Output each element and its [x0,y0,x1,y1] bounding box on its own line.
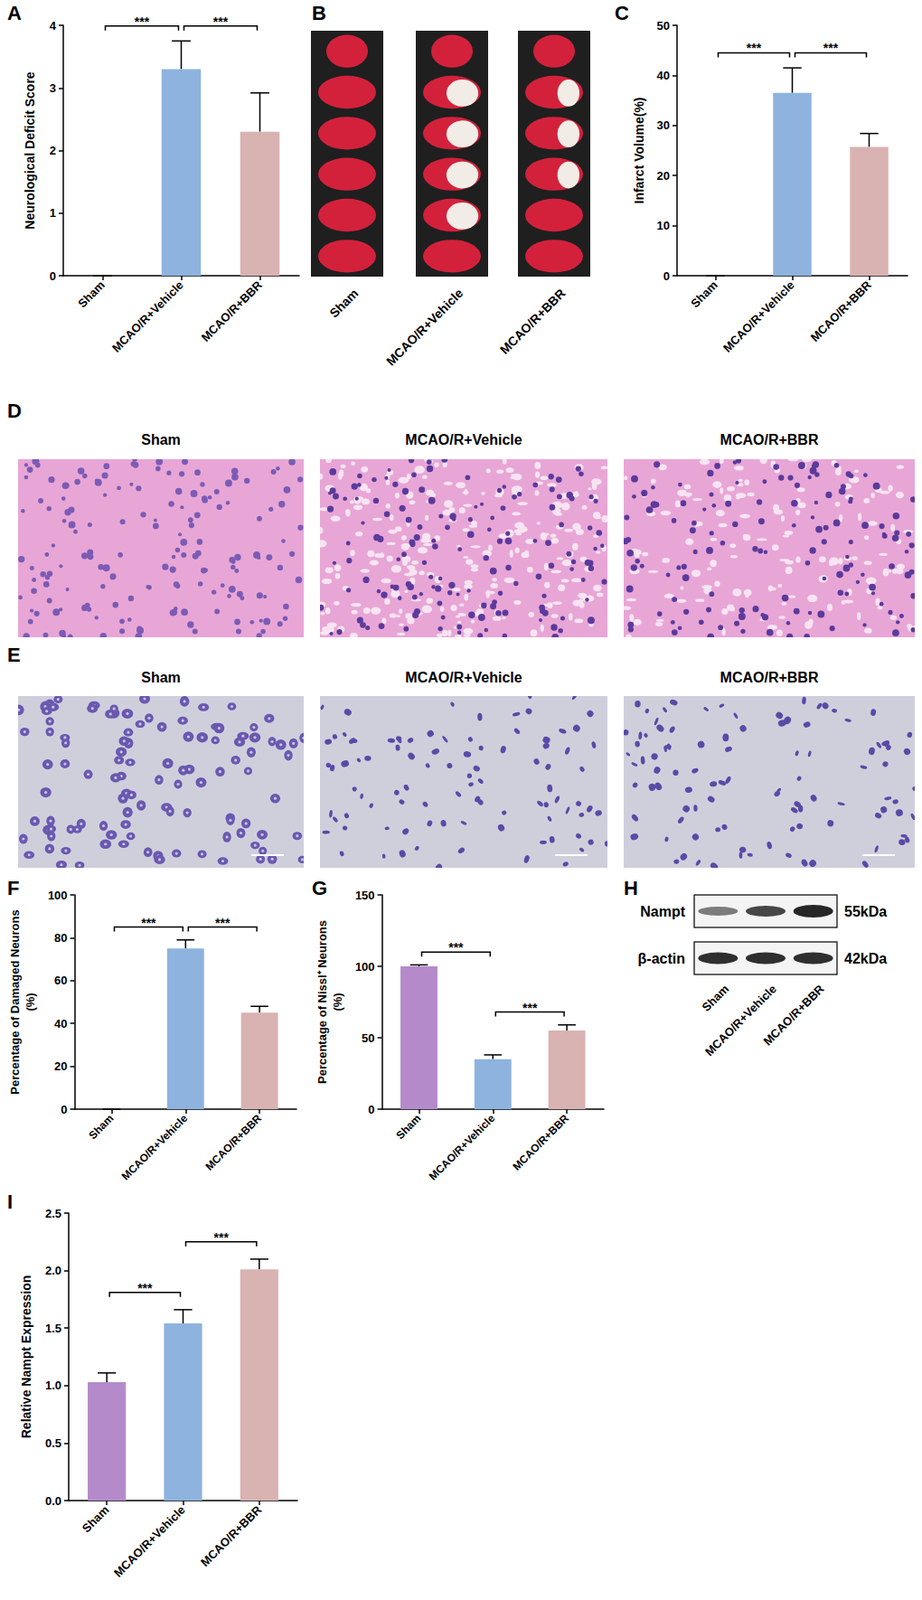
svg-text:MCAO/R+Vehicle: MCAO/R+Vehicle [702,981,780,1059]
svg-text:Infarct Volume(%): Infarct Volume(%) [631,97,647,205]
svg-text:MCAO/R+Vehicle: MCAO/R+Vehicle [426,1111,499,1184]
svg-text:0.5: 0.5 [45,1436,62,1450]
svg-text:30: 30 [657,118,670,132]
svg-text:42kDa: 42kDa [844,950,887,967]
svg-text:Neurological Deficit Score: Neurological Deficit Score [22,71,38,229]
svg-text:40: 40 [54,1016,67,1031]
svg-text:β-actin: β-actin [638,950,686,967]
svg-text:Sham: Sham [141,432,181,448]
svg-text:40: 40 [657,68,670,83]
svg-text:20: 20 [54,1059,67,1073]
svg-text:Sham: Sham [699,981,733,1015]
svg-text:Sham: Sham [687,278,721,311]
svg-text:***: *** [134,14,151,29]
svg-text:MCAO/R+Vehicle: MCAO/R+Vehicle [404,432,522,448]
svg-text:60: 60 [54,973,67,988]
svg-text:H: H [623,876,639,900]
svg-text:MCAO/R+Vehicle: MCAO/R+Vehicle [404,669,522,686]
svg-text:Percentage of Nissl⁺ Neurons: Percentage of Nissl⁺ Neurons [315,920,330,1084]
svg-text:MCAO/R+BBR: MCAO/R+BBR [808,277,875,345]
svg-text:100: 100 [355,959,376,974]
svg-text:***: *** [141,915,157,931]
svg-text:MCAO/R+BBR: MCAO/R+BBR [509,1111,572,1174]
svg-text:MCAO/R+BBR: MCAO/R+BBR [202,1111,264,1174]
svg-text:Sham: Sham [79,1503,113,1536]
svg-text:***: *** [448,940,464,955]
svg-text:D: D [7,399,22,423]
svg-text:Sham: Sham [326,285,361,320]
svg-text:80: 80 [54,931,67,945]
svg-text:2.0: 2.0 [45,1263,62,1278]
svg-text:MCAO/R+BBR: MCAO/R+BBR [197,1502,265,1570]
svg-text:MCAO/R+Vehicle: MCAO/R+Vehicle [383,285,467,369]
svg-text:1.5: 1.5 [45,1321,62,1336]
svg-text:MCAO/R+Vehicle: MCAO/R+Vehicle [720,278,798,356]
svg-text:A: A [7,1,22,25]
svg-text:G: G [311,876,328,900]
svg-text:50: 50 [657,18,670,33]
svg-text:0: 0 [663,269,670,283]
svg-text:1: 1 [49,206,57,220]
svg-text:50: 50 [361,1031,375,1045]
svg-text:MCAO/R+BBR: MCAO/R+BBR [198,277,266,345]
svg-text:MCAO/R+BBR: MCAO/R+BBR [720,432,819,448]
svg-text:***: *** [823,40,839,56]
svg-text:MCAO/R+BBR: MCAO/R+BBR [497,285,569,358]
svg-text:3: 3 [49,81,57,95]
svg-text:Nampt: Nampt [639,903,686,920]
svg-text:2.5: 2.5 [45,1206,62,1221]
svg-text:0.0: 0.0 [45,1494,62,1508]
svg-text:Sham: Sham [393,1111,424,1142]
svg-text:MCAO/R+Vehicle: MCAO/R+Vehicle [109,278,187,356]
svg-text:***: *** [213,1230,229,1245]
svg-text:Relative Nampt Expression: Relative Nampt Expression [18,1275,34,1440]
svg-text:MCAO/R+BBR: MCAO/R+BBR [760,981,828,1049]
svg-text:100: 100 [47,888,68,903]
svg-text:0: 0 [60,1102,67,1117]
svg-text:B: B [311,1,327,25]
svg-text:***: *** [137,1280,153,1296]
svg-text:***: *** [746,40,763,56]
svg-text:MCAO/R+BBR: MCAO/R+BBR [720,669,819,686]
svg-text:1.0: 1.0 [45,1378,62,1393]
svg-text:55kDa: 55kDa [844,903,887,920]
svg-text:***: *** [215,915,231,931]
svg-text:(%): (%) [23,992,38,1011]
svg-text:Sham: Sham [141,669,181,686]
svg-text:***: *** [213,14,229,29]
svg-text:I: I [7,1190,13,1214]
svg-text:10: 10 [657,218,670,233]
svg-text:4: 4 [49,18,57,33]
svg-text:C: C [614,1,630,25]
svg-text:150: 150 [355,888,376,903]
svg-text:2: 2 [49,143,57,158]
svg-text:0: 0 [367,1102,375,1117]
svg-text:F: F [7,876,19,900]
svg-text:0: 0 [49,269,57,283]
svg-text:20: 20 [657,169,670,183]
svg-text:E: E [7,643,21,667]
svg-text:Percentage of Damaged Neurons: Percentage of Damaged Neurons [8,909,22,1094]
svg-text:(%): (%) [330,992,345,1011]
svg-text:Sham: Sham [85,1111,116,1142]
svg-text:MCAO/R+Vehicle: MCAO/R+Vehicle [119,1111,191,1184]
svg-text:Sham: Sham [75,278,108,311]
svg-text:MCAO/R+Vehicle: MCAO/R+Vehicle [111,1503,189,1581]
svg-text:***: *** [522,1000,538,1016]
